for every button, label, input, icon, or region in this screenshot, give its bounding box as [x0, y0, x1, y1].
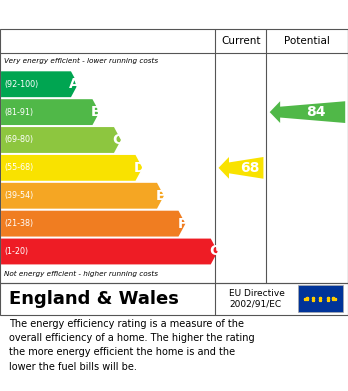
Text: Not energy efficient - higher running costs: Not energy efficient - higher running co…	[4, 271, 158, 277]
Text: (69-80): (69-80)	[4, 136, 33, 145]
Polygon shape	[1, 211, 185, 237]
Polygon shape	[1, 99, 100, 125]
Polygon shape	[1, 71, 78, 97]
Text: B: B	[91, 105, 102, 119]
Polygon shape	[270, 101, 345, 123]
Text: (1-20): (1-20)	[4, 247, 28, 256]
Text: (21-38): (21-38)	[4, 219, 33, 228]
Text: EU Directive: EU Directive	[229, 289, 285, 298]
Polygon shape	[1, 183, 164, 209]
Polygon shape	[1, 127, 121, 153]
Text: 2002/91/EC: 2002/91/EC	[229, 300, 281, 309]
Text: (81-91): (81-91)	[4, 108, 33, 117]
Text: G: G	[209, 244, 220, 258]
Text: E: E	[156, 189, 166, 203]
Text: A: A	[69, 77, 80, 91]
Polygon shape	[219, 157, 263, 179]
Text: (55-68): (55-68)	[4, 163, 33, 172]
Text: (92-100): (92-100)	[4, 80, 38, 89]
Text: England & Wales: England & Wales	[9, 290, 179, 308]
Text: Current: Current	[221, 36, 260, 46]
Text: Energy Efficiency Rating: Energy Efficiency Rating	[9, 7, 230, 23]
Bar	[298, 285, 343, 312]
Text: Very energy efficient - lower running costs: Very energy efficient - lower running co…	[4, 58, 158, 64]
Text: C: C	[113, 133, 123, 147]
Text: (39-54): (39-54)	[4, 191, 33, 200]
Text: D: D	[134, 161, 145, 175]
Text: 68: 68	[240, 161, 259, 175]
Polygon shape	[1, 239, 218, 264]
Text: The energy efficiency rating is a measure of the
overall efficiency of a home. T: The energy efficiency rating is a measur…	[9, 319, 254, 372]
Text: F: F	[177, 217, 187, 231]
Text: Potential: Potential	[284, 36, 330, 46]
Polygon shape	[1, 155, 142, 181]
Text: 84: 84	[306, 105, 326, 119]
